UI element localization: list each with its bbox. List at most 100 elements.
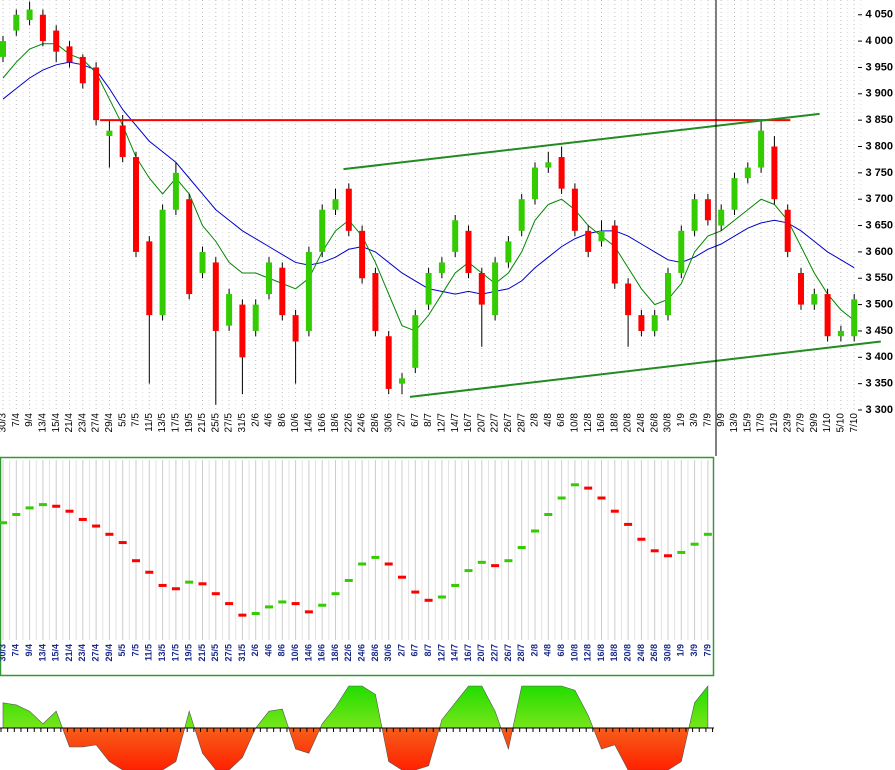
x-tick-label: 27/5 <box>223 644 233 662</box>
candle-body <box>665 272 671 316</box>
x-tick-label: 6/7 <box>410 644 420 657</box>
candle-body <box>319 209 326 252</box>
x-tick-label: 7/5 <box>130 644 140 657</box>
x-tick-label: 13/5 <box>157 644 167 662</box>
y-tick-label: 3 600 <box>865 246 893 258</box>
x-tick-label: 21/9 <box>769 413 780 433</box>
step-mark <box>25 506 34 510</box>
step-mark <box>78 517 87 521</box>
candle-body <box>385 336 392 389</box>
x-tick-label: 8/6 <box>277 644 287 657</box>
x-tick-label: 16/6 <box>317 644 327 662</box>
step-mark <box>211 592 220 596</box>
step-mark <box>650 549 659 553</box>
candle-body <box>26 9 33 21</box>
x-tick-label: 21/4 <box>64 644 74 662</box>
y-tick-label: 3 850 <box>865 114 893 126</box>
step-mark <box>437 595 446 599</box>
candle-body <box>119 125 126 158</box>
x-tick-label: 15/4 <box>51 644 61 662</box>
x-tick-label: 4/8 <box>543 644 553 657</box>
y-tick-label: 3 650 <box>865 219 893 231</box>
candle-body <box>505 241 512 263</box>
candle-body <box>678 230 685 273</box>
candle-body <box>133 157 139 252</box>
x-tick-label: 7/5 <box>131 413 142 427</box>
x-tick-label: 2/8 <box>530 413 541 427</box>
candle-body <box>452 220 459 252</box>
x-tick-label: 20/8 <box>623 413 634 433</box>
oscillator-negative <box>2 728 709 770</box>
x-tick-label: 16/6 <box>317 413 328 433</box>
x-tick-label: 24/8 <box>636 413 647 433</box>
x-tick-label: 19/5 <box>184 644 194 662</box>
x-tick-label: 27/4 <box>90 644 100 662</box>
x-tick-label: 7/9 <box>703 413 714 427</box>
x-tick-label: 1/10 <box>822 413 833 433</box>
step-mark <box>371 555 380 559</box>
x-tick-label: 6/8 <box>556 413 567 427</box>
x-tick-label: 7/4 <box>11 644 21 657</box>
x-tick-label: 7/4 <box>11 413 22 427</box>
candle-body <box>478 272 485 305</box>
step-mark <box>464 569 473 573</box>
candle-body <box>186 199 193 295</box>
candle-body <box>691 199 698 231</box>
x-tick-label: 30/3 <box>0 644 7 662</box>
x-tick-label: 14/6 <box>303 644 313 662</box>
candle-body <box>372 272 379 331</box>
candle-body <box>0 41 6 57</box>
candle-body <box>53 30 60 52</box>
step-mark <box>398 575 406 579</box>
candle-body <box>39 14 46 42</box>
x-tick-label: 22/6 <box>343 413 354 433</box>
candle-body <box>718 209 725 226</box>
step-mark <box>118 541 127 545</box>
y-tick-label: 3 450 <box>865 325 893 337</box>
x-tick-label: 16/7 <box>463 644 473 662</box>
x-tick-label: 13/9 <box>729 413 740 433</box>
step-mark <box>52 504 61 508</box>
x-tick-label: 28/6 <box>370 644 380 662</box>
candle-body <box>199 251 206 273</box>
step-mark <box>0 521 7 525</box>
x-tick-label: 13/4 <box>37 644 47 662</box>
candle-body <box>305 251 312 331</box>
x-tick-label: 12/7 <box>437 413 448 433</box>
x-tick-label: 8/6 <box>277 413 288 427</box>
step-mark <box>451 583 460 587</box>
trend-line <box>409 340 881 398</box>
y-tick-label: 4 000 <box>865 35 893 47</box>
x-tick-label: 18/6 <box>330 413 341 433</box>
x-tick-label: 10/8 <box>570 413 581 433</box>
candle-body <box>585 230 592 252</box>
step-mark <box>238 613 247 617</box>
candle-body <box>252 304 259 331</box>
x-tick-label: 22/6 <box>343 644 353 662</box>
x-tick-label: 30/8 <box>663 413 674 433</box>
x-tick-label: 20/7 <box>476 413 487 433</box>
candle-body <box>492 262 499 316</box>
step-mark <box>132 559 140 563</box>
step-mark <box>278 600 287 604</box>
candle-body <box>266 262 272 295</box>
candle-body <box>412 315 419 368</box>
candle-body <box>744 167 751 179</box>
x-tick-label: 28/6 <box>370 413 381 433</box>
x-tick-label: 2/6 <box>250 413 261 427</box>
step-mark <box>145 570 154 574</box>
x-tick-label: 26/7 <box>503 644 513 662</box>
x-tick-label: 30/3 <box>0 413 9 433</box>
y-tick-label: 3 750 <box>865 167 893 179</box>
candle-body <box>811 294 818 305</box>
x-tick-label: 17/5 <box>171 413 182 433</box>
x-tick-label: 10/6 <box>290 644 300 662</box>
x-tick-label: 25/5 <box>210 644 220 662</box>
step-mark <box>198 582 207 586</box>
x-tick-label: 10/6 <box>290 413 301 433</box>
step-mark <box>477 560 486 564</box>
step-mark <box>291 602 300 606</box>
candle-body <box>532 167 538 200</box>
candle-body <box>399 378 405 384</box>
step-mark <box>158 583 167 587</box>
